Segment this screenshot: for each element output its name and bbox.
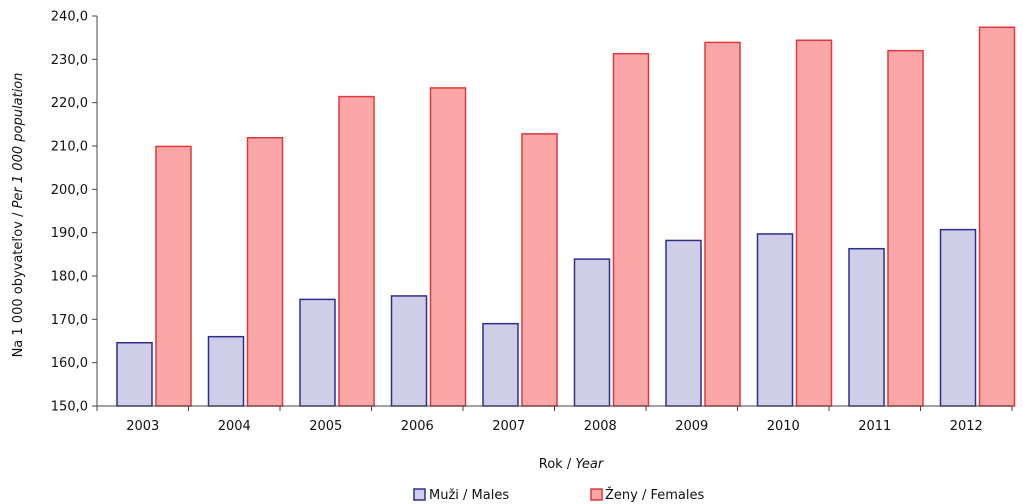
bar-females (246, 137, 284, 407)
y-tick-label: 190,0 (51, 226, 88, 241)
y-tick-label: 170,0 (51, 313, 88, 328)
x-tick-label: 2011 (858, 419, 891, 434)
y-axis-ticks: 150,0 160,0 170,0 180,0 190,0 200,0 210,0 220,0… (51, 10, 97, 415)
legend-swatch-males (413, 488, 426, 501)
bar-males (939, 228, 977, 407)
x-tick-label: 2010 (767, 419, 800, 434)
bar-females (521, 133, 558, 407)
x-tick-label: 2004 (218, 419, 251, 434)
legend-label-males: Muži / Males (429, 488, 509, 503)
x-tick-label: 2003 (126, 419, 159, 434)
x-axis-title: Rok / Year (539, 457, 605, 472)
x-tick-label: 2007 (492, 419, 525, 434)
bar-males (848, 247, 885, 407)
x-tick-label: 2012 (950, 419, 983, 434)
bar-females (887, 49, 924, 407)
bar-males (482, 322, 519, 407)
bar-males (299, 298, 336, 407)
bar-females (795, 39, 833, 407)
bar-males (665, 239, 702, 407)
x-axis-title-main: Rok (539, 457, 563, 472)
bar-males (756, 233, 794, 407)
bar-females (704, 41, 741, 407)
y-tick-label: 150,0 (51, 400, 88, 415)
y-tick-label: 160,0 (51, 356, 88, 371)
y-axis-title-main: Na 1 000 obyvateľov (11, 221, 26, 358)
bar-females (429, 87, 467, 407)
bar-males (573, 258, 611, 407)
x-tick-label: 2005 (309, 419, 342, 434)
bars (116, 26, 1016, 407)
x-axis-ticks: 2003 2004 2005 2006 2007 2008 2009 2010 2011 2012 (96, 406, 1013, 434)
bar-females (338, 95, 375, 407)
bar-males (116, 341, 153, 407)
bar-females (612, 52, 650, 407)
x-tick-label: 2006 (401, 419, 434, 434)
legend-label-females: Ženy / Females (605, 487, 704, 503)
y-axis-title: Na 1 000 obyvateľov / Per 1 000 populati… (11, 73, 26, 358)
legend: Muži / Males Ženy / Females (413, 487, 704, 503)
bar-females (978, 26, 1016, 407)
y-tick-label: 180,0 (51, 270, 88, 285)
legend-swatch-females (590, 488, 603, 501)
bar-females (155, 145, 192, 407)
x-tick-label: 2009 (675, 419, 708, 434)
y-tick-label: 220,0 (51, 96, 88, 111)
x-tick-label: 2008 (584, 419, 617, 434)
bar-males (390, 295, 428, 407)
bar-males (207, 335, 245, 407)
y-axis-title-italic: Per 1 000 population (11, 73, 26, 209)
y-tick-label: 230,0 (51, 53, 88, 68)
y-tick-label: 210,0 (51, 140, 88, 155)
y-tick-label: 240,0 (51, 10, 88, 25)
y-tick-label: 200,0 (51, 183, 88, 198)
x-axis-title-italic: Year (575, 457, 604, 472)
